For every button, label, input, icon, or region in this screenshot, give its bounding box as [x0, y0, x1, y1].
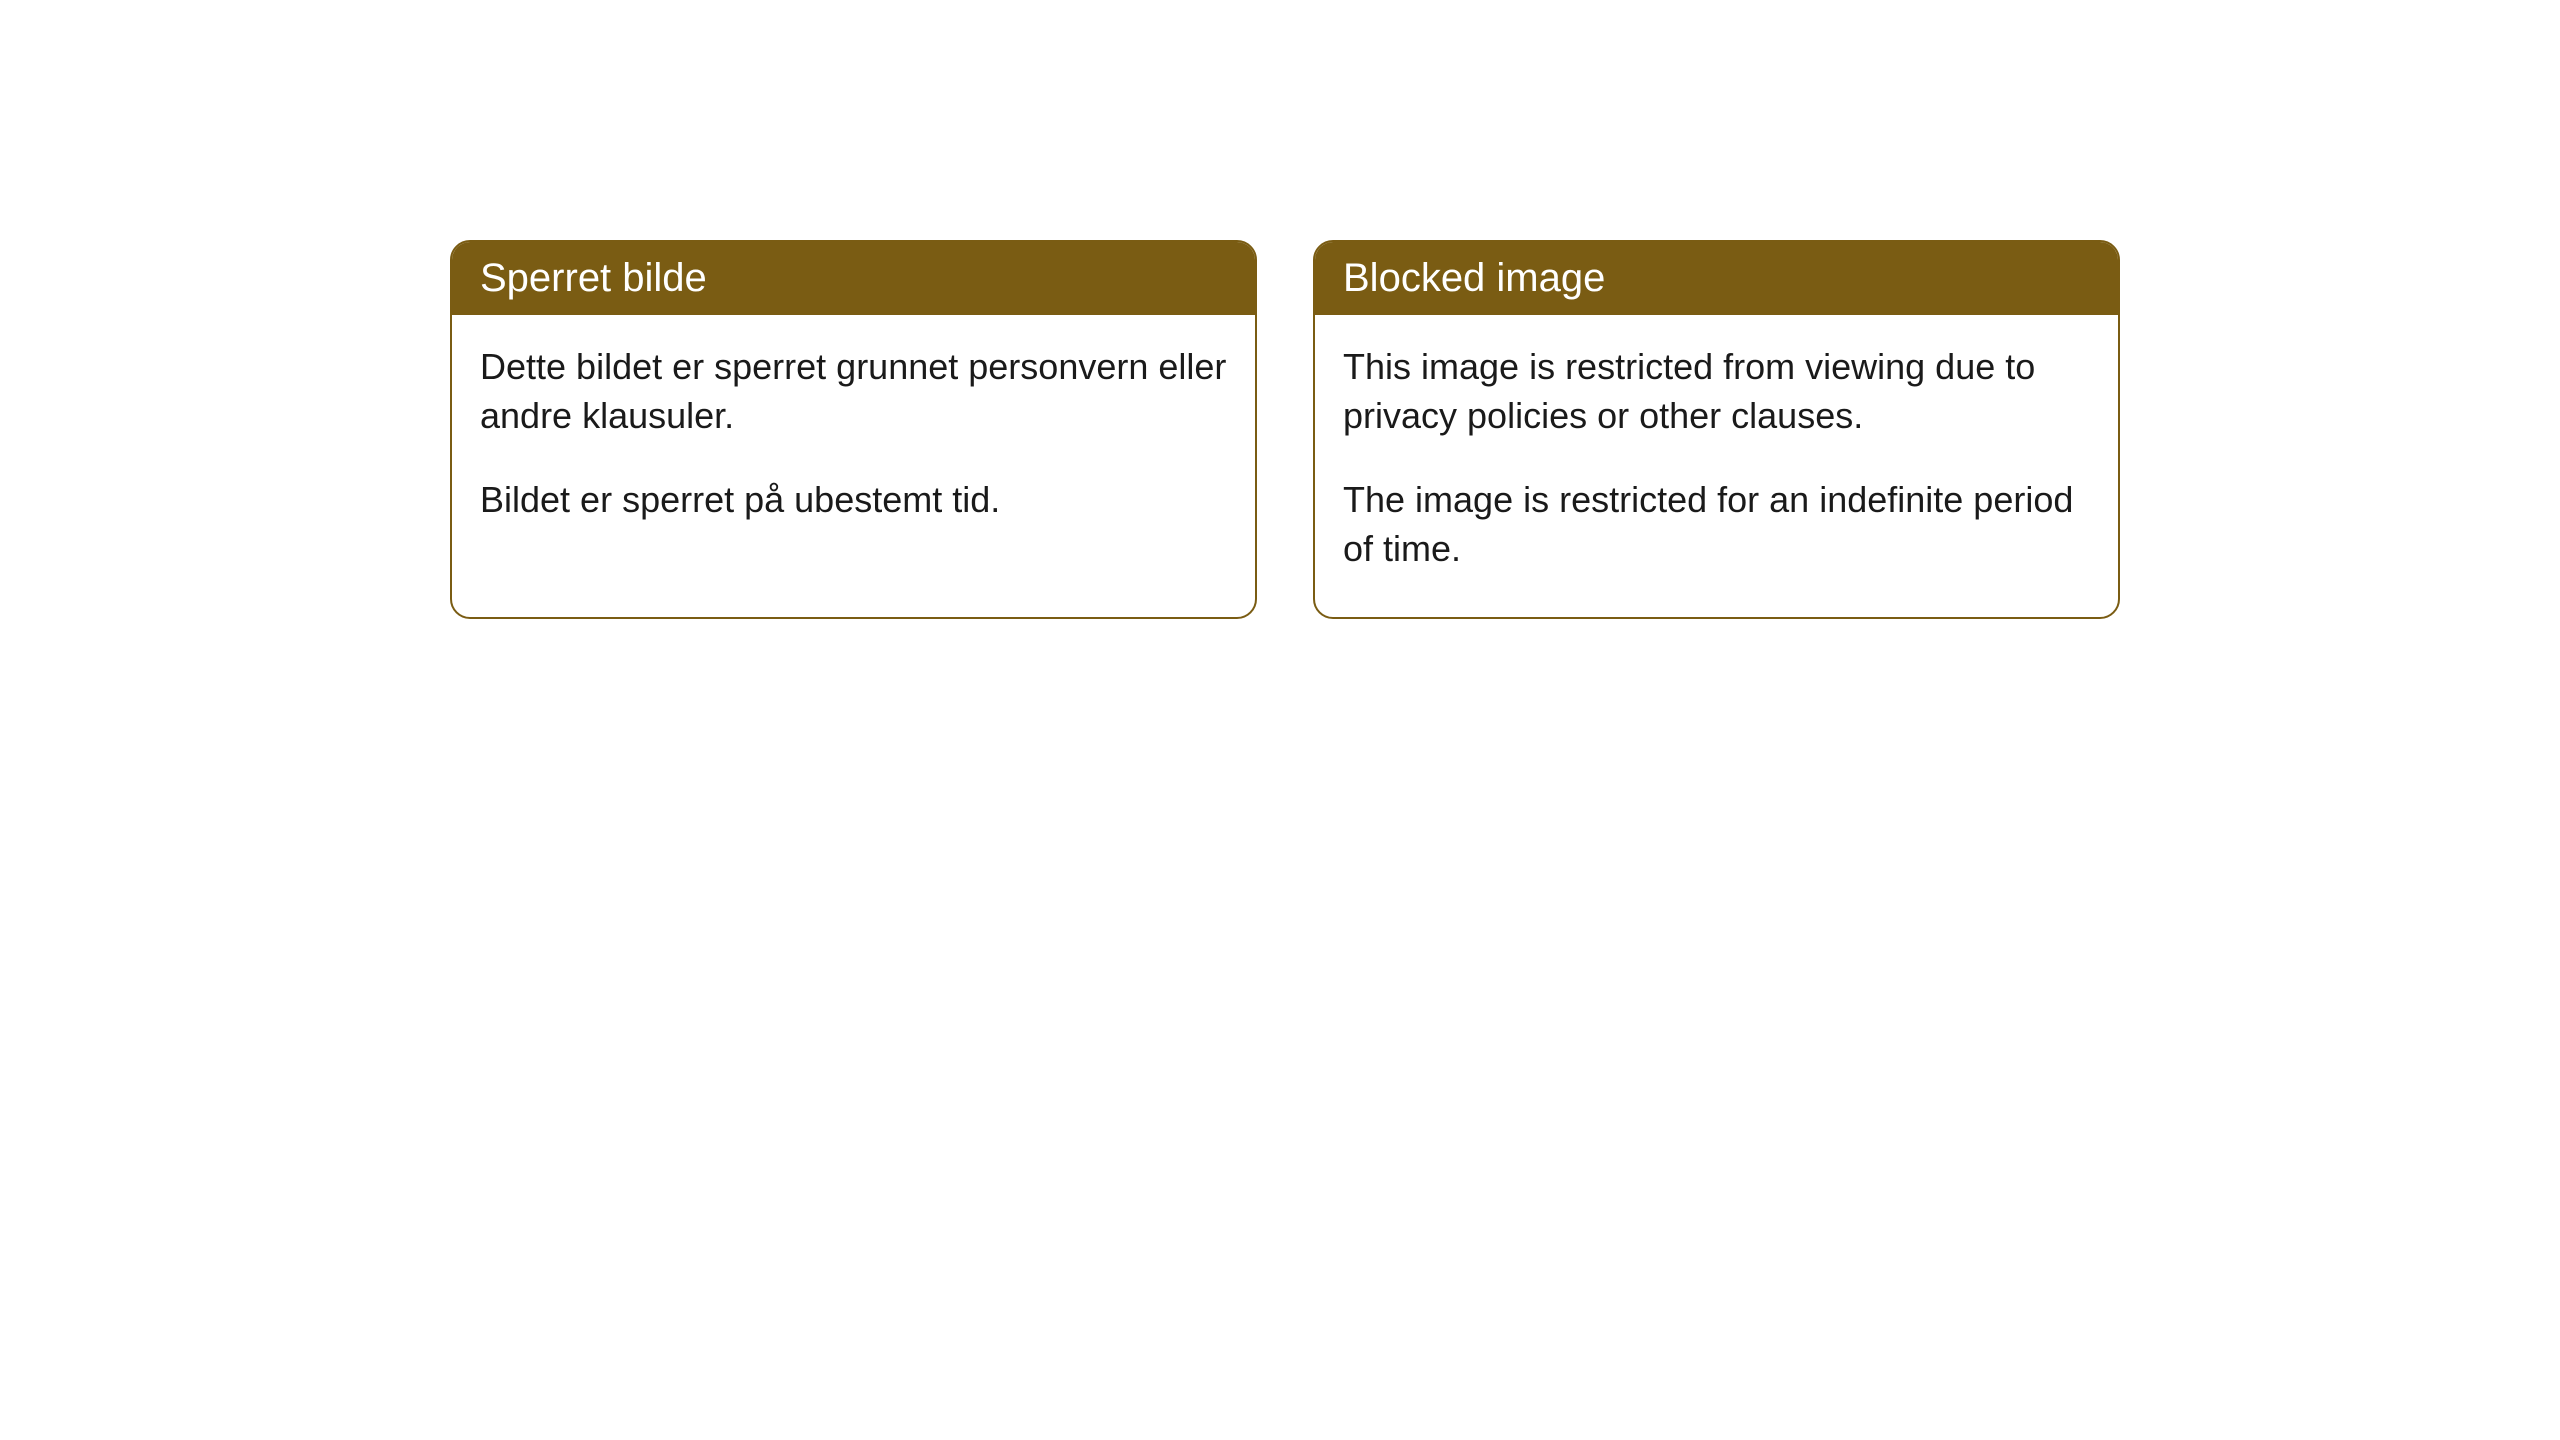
notice-card-header: Sperret bilde	[452, 242, 1255, 315]
notice-card-body: Dette bildet er sperret grunnet personve…	[452, 315, 1255, 569]
notice-card-paragraph: Dette bildet er sperret grunnet personve…	[480, 343, 1227, 440]
notice-card-norwegian: Sperret bilde Dette bildet er sperret gr…	[450, 240, 1257, 619]
notice-card-paragraph: This image is restricted from viewing du…	[1343, 343, 2090, 440]
notice-card-title: Sperret bilde	[480, 256, 707, 300]
notice-container: Sperret bilde Dette bildet er sperret gr…	[0, 0, 2560, 619]
notice-card-title: Blocked image	[1343, 256, 1605, 300]
notice-card-body: This image is restricted from viewing du…	[1315, 315, 2118, 617]
notice-card-paragraph: The image is restricted for an indefinit…	[1343, 476, 2090, 573]
notice-card-header: Blocked image	[1315, 242, 2118, 315]
notice-card-english: Blocked image This image is restricted f…	[1313, 240, 2120, 619]
notice-card-paragraph: Bildet er sperret på ubestemt tid.	[480, 476, 1227, 525]
